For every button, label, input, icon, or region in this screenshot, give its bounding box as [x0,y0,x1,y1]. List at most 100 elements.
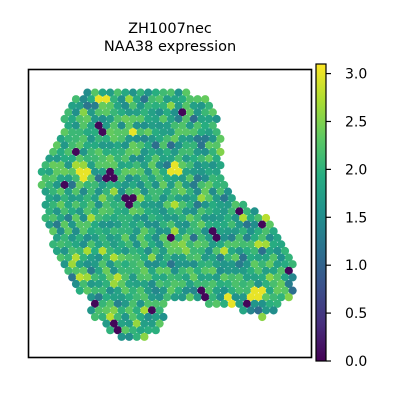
spot [242,233,252,242]
spot [125,293,134,302]
spot [147,187,157,196]
spot [87,253,96,262]
spot [94,306,103,315]
spot [163,108,172,117]
spot [147,227,157,236]
spot [98,141,107,150]
spot [64,161,73,170]
spot [231,213,240,223]
spot [235,220,244,229]
spot [56,187,65,196]
spot [269,266,278,275]
spot [64,227,73,236]
spot [140,227,149,236]
spot [106,88,115,97]
spot [109,134,119,143]
spot [83,273,92,282]
spot [144,128,153,137]
spot [140,213,149,223]
spot [155,227,164,236]
spot [258,260,267,269]
spot [106,299,115,308]
spot [280,286,290,295]
spot [284,253,293,262]
spot [174,260,183,269]
spot [64,174,73,183]
spot [189,233,198,242]
spot [90,286,100,295]
spot [113,141,122,150]
spot [201,147,210,157]
spot [128,101,138,110]
spot [189,128,198,137]
spot [166,167,176,176]
spot [155,95,164,104]
spot [235,260,244,269]
spot [75,207,84,216]
spot [109,240,119,249]
spot [49,161,58,170]
spot [159,180,168,190]
spot [185,134,195,143]
spot [166,260,176,269]
spot [68,141,77,150]
spot [174,220,183,229]
spot [90,273,100,282]
spot [246,240,255,249]
spot [185,227,195,236]
spot [144,101,153,110]
spot [121,286,130,295]
spot [239,279,248,289]
spot [204,194,214,203]
spot [147,319,157,328]
spot [136,312,145,322]
spot [223,279,233,289]
spot [144,246,153,256]
spot [90,167,100,176]
spot [121,114,130,124]
spot [106,312,115,322]
spot [220,233,229,242]
spot [163,147,172,157]
spot [125,95,134,104]
spot [140,279,149,289]
spot [246,293,255,302]
spot [193,108,202,117]
spot [71,240,81,249]
spot [189,194,198,203]
spot [117,134,126,143]
spot [136,260,145,269]
spot [193,147,202,157]
chart-title-line-1: ZH1007nec [128,21,212,37]
spot [125,332,134,341]
spot [128,299,138,308]
spot [216,227,225,236]
spot [151,207,160,216]
spot [121,326,130,335]
spot [68,194,77,203]
spot [144,286,153,295]
spot [185,279,195,289]
spot [132,134,141,143]
spot [109,95,119,104]
spot [280,273,290,282]
spot [193,200,202,209]
spot [98,286,107,295]
spot [113,326,122,335]
spot [94,95,103,104]
spot [159,233,168,242]
spot [41,213,50,223]
spot [102,108,111,117]
spot [223,293,233,302]
spot [239,213,248,223]
spot [174,114,183,124]
spot [284,293,293,302]
spot [223,266,233,275]
spot [242,220,252,229]
spot [280,260,290,269]
spot [45,194,54,203]
spot [71,147,81,157]
spot [102,306,111,315]
spot [155,293,164,302]
spot [159,220,168,229]
